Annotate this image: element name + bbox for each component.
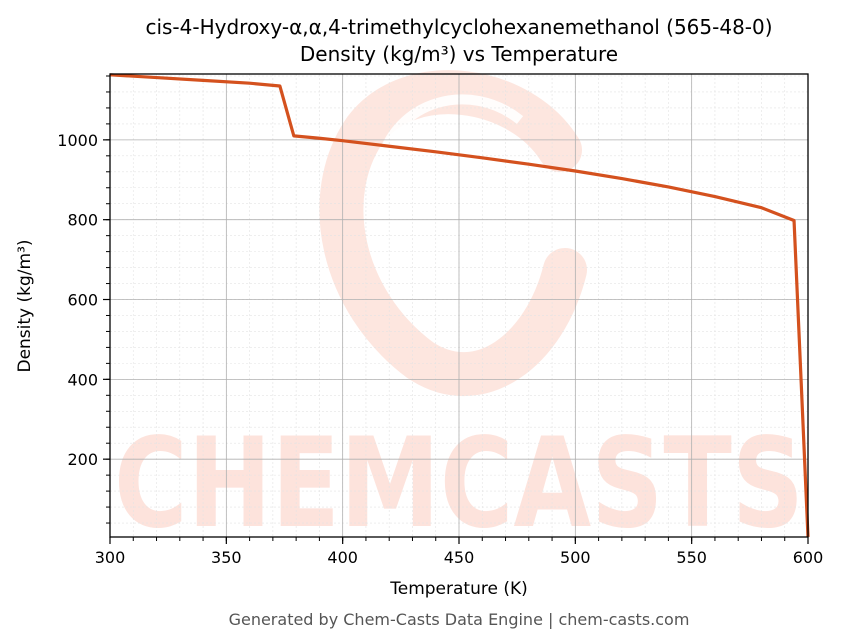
x-axis-label: Temperature (K) <box>389 579 528 599</box>
x-tick-label: 350 <box>211 548 242 567</box>
x-tick-label: 400 <box>327 548 358 567</box>
y-axis-ticks: 200 400 600 800 1000 <box>57 75 110 524</box>
chart-subtitle: Density (kg/m³) vs Temperature <box>300 42 618 66</box>
chart-title: cis-4-Hydroxy-α,α,4-trimethylcyclohexane… <box>145 15 772 39</box>
x-tick-label: 550 <box>676 548 707 567</box>
x-axis-ticks: 300 350 400 450 500 550 600 <box>95 537 824 567</box>
density-series-line <box>109 73 810 538</box>
x-tick-label: 450 <box>444 548 475 567</box>
y-tick-label: 400 <box>67 370 98 389</box>
y-tick-label: 200 <box>67 450 98 469</box>
y-tick-label: 1000 <box>57 131 98 150</box>
x-tick-label: 300 <box>95 548 126 567</box>
x-tick-label: 600 <box>793 548 824 567</box>
y-tick-label: 600 <box>67 291 98 310</box>
y-axis-label: Density (kg/m³) <box>15 239 35 372</box>
y-tick-label: 800 <box>67 211 98 230</box>
footer-credit: Generated by Chem-Casts Data Engine | ch… <box>229 610 690 629</box>
x-tick-label: 500 <box>560 548 591 567</box>
